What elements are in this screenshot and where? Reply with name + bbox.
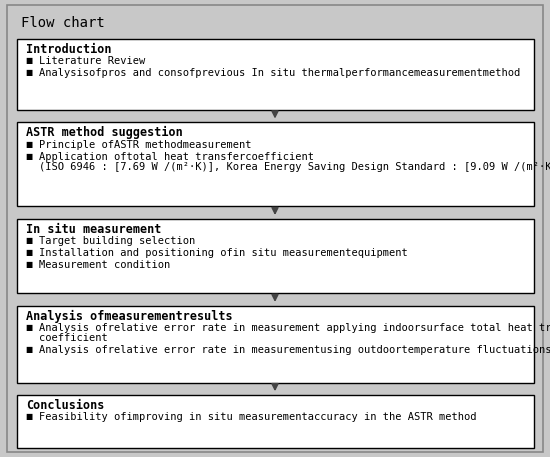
Text: Flow chart: Flow chart <box>21 16 104 30</box>
Text: Application oftotal heat transfercoefficient: Application oftotal heat transfercoeffic… <box>39 152 313 162</box>
Text: ■: ■ <box>25 236 32 245</box>
Text: ■: ■ <box>25 412 32 421</box>
Text: In situ measurement: In situ measurement <box>26 223 162 235</box>
Bar <box>16 395 534 448</box>
Text: ■: ■ <box>25 56 32 65</box>
Text: ■: ■ <box>25 345 32 354</box>
Text: Principle ofASTR methodmeasurement: Principle ofASTR methodmeasurement <box>39 140 251 150</box>
Text: ■: ■ <box>25 68 32 77</box>
Text: (ISO 6946 : [7.69 W /(m²·K)], Korea Energy Saving Design Standard : [9.09 W /(m²: (ISO 6946 : [7.69 W /(m²·K)], Korea Ener… <box>39 162 550 172</box>
Text: ■: ■ <box>25 323 32 332</box>
Text: Feasibility ofimproving in situ measurementaccuracy in the ASTR method: Feasibility ofimproving in situ measurem… <box>39 412 476 422</box>
Text: ASTR method suggestion: ASTR method suggestion <box>26 126 183 139</box>
Text: ■: ■ <box>25 248 32 257</box>
Bar <box>16 219 534 293</box>
Text: ■: ■ <box>25 260 32 269</box>
Text: Analysisofpros and consofprevious In situ thermalperformancemeasurementmethod: Analysisofpros and consofprevious In sit… <box>39 68 520 78</box>
Text: Analysis ofrelative error rate in measurement applying indoorsurface total heat : Analysis ofrelative error rate in measur… <box>39 323 550 333</box>
Bar <box>16 306 534 383</box>
Text: Conclusions: Conclusions <box>26 399 105 412</box>
Text: ■: ■ <box>25 152 32 160</box>
Text: coefficient: coefficient <box>39 333 107 343</box>
Text: Installation and positioning ofin situ measurementequipment: Installation and positioning ofin situ m… <box>39 248 407 258</box>
Bar <box>16 122 534 207</box>
Text: ■: ■ <box>25 140 32 149</box>
Text: Analysis ofmeasurementresults: Analysis ofmeasurementresults <box>26 309 233 323</box>
Text: Measurement condition: Measurement condition <box>39 260 170 270</box>
Text: Target building selection: Target building selection <box>39 236 195 246</box>
Bar <box>16 39 534 110</box>
Text: Analysis ofrelative error rate in measurementusing outdoortemperature fluctuatio: Analysis ofrelative error rate in measur… <box>39 345 550 355</box>
Text: Introduction: Introduction <box>26 43 112 55</box>
Text: Literature Review: Literature Review <box>39 56 145 66</box>
